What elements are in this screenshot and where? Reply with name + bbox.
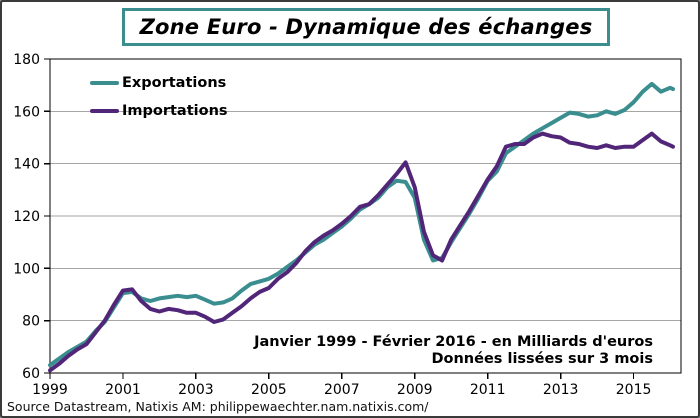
y-axis-label: 140 bbox=[13, 157, 40, 173]
legend-label-importations: Importations bbox=[122, 103, 228, 119]
chart-title: Zone Euro - Dynamique des échanges bbox=[139, 15, 593, 39]
x-axis-label: 2009 bbox=[397, 382, 433, 398]
source-credit: Source Datastream, Natixis AM: philippew… bbox=[7, 399, 429, 414]
annotation: Janvier 1999 - Février 2016 - en Milliar… bbox=[254, 334, 653, 367]
annotation-line2: Données lissées sur 3 mois bbox=[431, 350, 653, 367]
y-axis-label: 120 bbox=[13, 209, 40, 225]
y-axis-label: 180 bbox=[13, 52, 40, 68]
y-axis-label: 160 bbox=[13, 104, 40, 120]
x-axis-label: 1999 bbox=[32, 382, 68, 398]
x-axis-label: 2001 bbox=[105, 382, 141, 398]
exportations-line bbox=[48, 81, 675, 368]
x-axis-label: 2007 bbox=[324, 382, 360, 398]
y-axis-label: 100 bbox=[13, 261, 40, 277]
legend: Exportations Importations bbox=[90, 69, 228, 125]
chart-title-box: Zone Euro - Dynamique des échanges bbox=[122, 8, 610, 46]
y-axis-label: 60 bbox=[22, 366, 40, 382]
importations-line bbox=[48, 131, 675, 373]
x-axis-label: 2003 bbox=[178, 382, 214, 398]
x-axis-label: 2011 bbox=[470, 382, 506, 398]
importations-line-swatch bbox=[90, 109, 119, 113]
exportations-line-swatch bbox=[90, 81, 119, 85]
legend-item-exportations: Exportations bbox=[90, 69, 228, 97]
y-axis-label: 80 bbox=[22, 314, 40, 330]
x-axis-label: 2015 bbox=[616, 382, 652, 398]
legend-item-importations: Importations bbox=[90, 97, 228, 125]
legend-label-exportations: Exportations bbox=[122, 75, 227, 91]
x-axis-label: 2005 bbox=[251, 382, 287, 398]
annotation-line1: Janvier 1999 - Février 2016 - en Milliar… bbox=[254, 334, 653, 350]
x-axis-label: 2013 bbox=[543, 382, 579, 398]
